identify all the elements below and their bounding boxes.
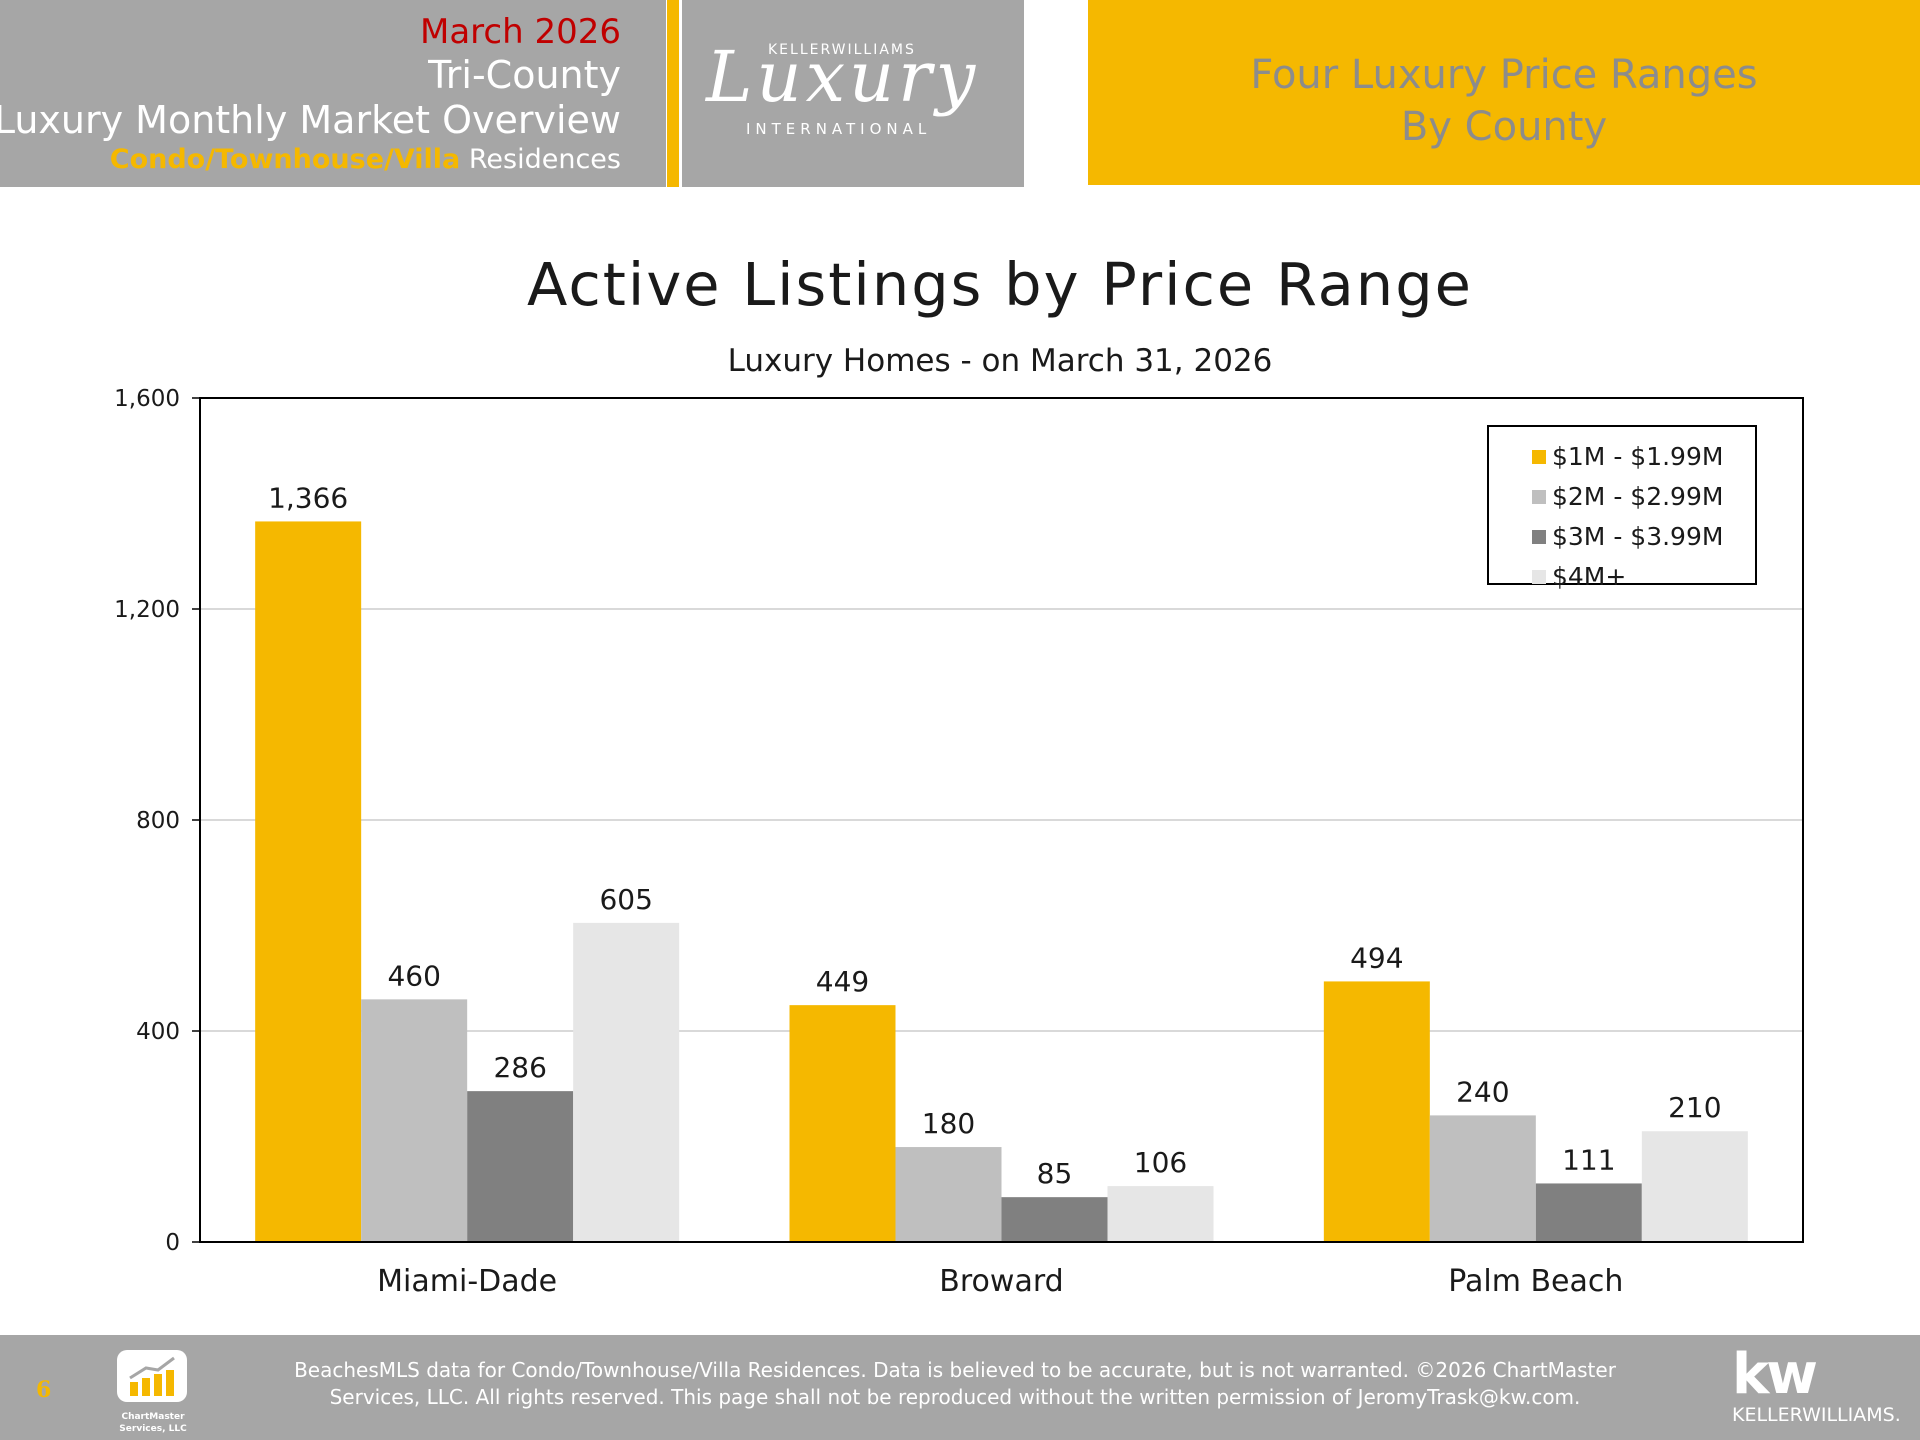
kw-logo: kw KELLERWILLIAMS. <box>1732 1342 1902 1430</box>
kw-mark: kw <box>1732 1342 1818 1407</box>
data-label: 460 <box>387 959 440 992</box>
bar <box>1641 1131 1748 1242</box>
legend-label: $4M+ <box>1552 562 1626 591</box>
disclaimer: BeachesMLS data for Condo/Townhouse/Vill… <box>240 1357 1670 1411</box>
segment-suffix: Residences <box>468 144 621 175</box>
chart-title: Active Listings by Price Range <box>527 250 1473 319</box>
footer-bar: 6 ChartMaster Services, LLC BeachesMLS d… <box>0 1335 1920 1440</box>
section-title-line2: By County <box>1400 104 1608 150</box>
bar <box>255 521 362 1242</box>
y-tick-label: 800 <box>136 808 180 834</box>
legend-label: $1M - $1.99M <box>1552 442 1723 471</box>
page-number: 6 <box>36 1377 52 1403</box>
segment-name: Condo/Townhouse/Villa <box>109 144 461 175</box>
chartmaster-logo-icon <box>117 1350 187 1402</box>
section-title-block: Four Luxury Price Ranges By County <box>1088 0 1920 185</box>
data-label: 111 <box>1562 1143 1615 1176</box>
y-tick-label: 0 <box>165 1230 180 1256</box>
header-title-block: March 2026 Tri-County Luxury Monthly Mar… <box>0 0 666 187</box>
legend-label: $3M - $3.99M <box>1552 522 1723 551</box>
legend-label: $2M - $2.99M <box>1552 482 1723 511</box>
x-tick-label: Miami-Dade <box>377 1264 557 1299</box>
bar <box>467 1091 574 1242</box>
plot-frame <box>199 397 1804 1243</box>
bar <box>1323 981 1430 1242</box>
bar <box>895 1147 1002 1242</box>
bar <box>1429 1115 1536 1242</box>
bar <box>1535 1183 1642 1242</box>
chartmaster-logo-line2: Services, LLC <box>119 1424 187 1434</box>
legend-swatch <box>1532 490 1546 504</box>
chart-subtitle: Luxury Homes - on March 31, 2026 <box>727 343 1273 379</box>
y-tick-label: 1,600 <box>114 386 180 412</box>
logo-bottom-text: INTERNATIONAL <box>746 120 932 138</box>
bar <box>789 1005 896 1242</box>
legend-swatch <box>1532 530 1546 544</box>
kw-name: KELLERWILLIAMS. <box>1732 1404 1901 1426</box>
data-label: 240 <box>1456 1075 1509 1108</box>
report-title: Luxury Monthly Market Overview <box>0 98 621 142</box>
data-label: 286 <box>493 1051 546 1084</box>
bar <box>1001 1197 1108 1242</box>
x-tick-label: Broward <box>939 1264 1063 1299</box>
x-tick-label: Palm Beach <box>1448 1264 1623 1299</box>
bar <box>361 999 468 1242</box>
data-label: 180 <box>922 1107 975 1140</box>
chartmaster-logo: ChartMaster Services, LLC <box>112 1346 194 1440</box>
data-label: 85 <box>1037 1157 1073 1190</box>
data-label: 494 <box>1350 941 1403 974</box>
data-label: 210 <box>1668 1091 1721 1124</box>
legend-swatch <box>1532 450 1546 464</box>
disclaimer-line2: Services, LLC. All rights reserved. This… <box>329 1385 1581 1409</box>
bar-chart: 0 400 800 1,200 1,600 1,366 460 286 605 Miami-Dad… <box>114 386 1804 1299</box>
y-tick-label: 1,200 <box>114 597 180 623</box>
data-label: 1,366 <box>268 481 348 514</box>
segment-line: Condo/Townhouse/Villa Residences <box>110 144 621 175</box>
bar <box>1107 1186 1214 1242</box>
logo-script-text: Luxury <box>706 36 980 118</box>
data-label: 449 <box>816 965 869 998</box>
logo-top-text: KELLERWILLIAMS <box>768 42 916 58</box>
region-title: Tri-County <box>428 53 621 97</box>
data-label: 605 <box>599 883 652 916</box>
section-title-line1: Four Luxury Price Ranges <box>1250 52 1758 98</box>
legend-swatch <box>1532 570 1546 584</box>
header-gold-stripe <box>667 0 679 187</box>
report-date: March 2026 <box>420 12 621 52</box>
data-label: 106 <box>1134 1146 1187 1179</box>
y-tick-label: 400 <box>136 1019 180 1045</box>
chartmaster-logo-line1: ChartMaster <box>121 1412 185 1422</box>
bar <box>573 922 680 1242</box>
disclaimer-line1: BeachesMLS data for Condo/Townhouse/Vill… <box>294 1358 1616 1382</box>
kw-luxury-logo: KELLERWILLIAMS Luxury INTERNATIONAL <box>682 0 1024 187</box>
